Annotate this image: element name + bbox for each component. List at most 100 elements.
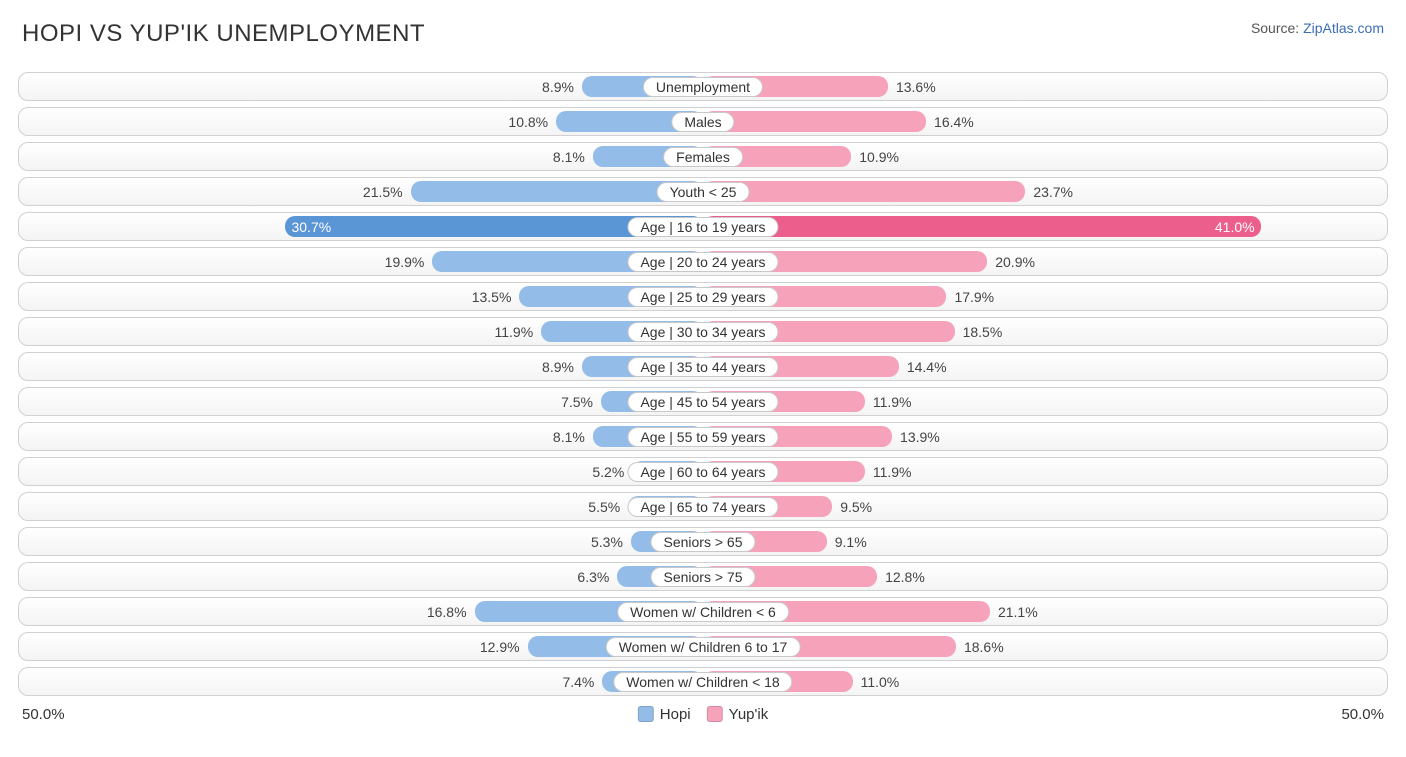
value-label-right: 20.9%	[995, 254, 1035, 270]
value-label-left: 19.9%	[385, 254, 425, 270]
row-category-label: Age | 35 to 44 years	[627, 357, 778, 377]
value-label-right: 13.9%	[900, 429, 940, 445]
chart-row: 6.3%12.8%Seniors > 75	[18, 562, 1388, 591]
legend-swatch-hopi	[638, 706, 654, 722]
chart-title: HOPI VS YUP'IK UNEMPLOYMENT	[22, 20, 425, 48]
row-left-half: 8.1%	[23, 146, 703, 167]
row-right-half: 9.1%	[703, 531, 1383, 552]
row-left-half: 8.1%	[23, 426, 703, 447]
value-label-right: 41.0%	[1215, 219, 1255, 235]
value-label-right: 10.9%	[859, 149, 899, 165]
row-left-half: 10.8%	[23, 111, 703, 132]
value-label-left: 30.7%	[291, 219, 331, 235]
row-category-label: Females	[663, 147, 743, 167]
value-label-left: 12.9%	[480, 639, 520, 655]
value-label-right: 16.4%	[934, 114, 974, 130]
row-category-label: Women w/ Children < 18	[613, 672, 792, 692]
value-label-left: 8.9%	[542, 79, 574, 95]
value-label-right: 14.4%	[907, 359, 947, 375]
value-label-right: 17.9%	[954, 289, 994, 305]
value-label-right: 9.5%	[840, 499, 872, 515]
row-category-label: Age | 45 to 54 years	[627, 392, 778, 412]
row-category-label: Age | 55 to 59 years	[627, 427, 778, 447]
legend-label-hopi: Hopi	[660, 706, 691, 723]
row-right-half: 18.6%	[703, 636, 1383, 657]
row-right-half: 17.9%	[703, 286, 1383, 307]
row-category-label: Age | 30 to 34 years	[627, 322, 778, 342]
chart-header: HOPI VS YUP'IK UNEMPLOYMENT Source: ZipA…	[18, 20, 1388, 48]
value-label-left: 7.4%	[562, 674, 594, 690]
value-label-right: 11.9%	[873, 464, 912, 480]
value-label-left: 21.5%	[363, 184, 403, 200]
legend: Hopi Yup'ik	[638, 706, 768, 723]
chart-row: 8.1% 10.9% Females	[18, 142, 1388, 171]
row-left-half: 8.9%	[23, 76, 703, 97]
row-right-half: 18.5%	[703, 321, 1383, 342]
value-label-right: 12.8%	[885, 569, 925, 585]
row-category-label: Age | 65 to 74 years	[627, 497, 778, 517]
chart-area: 8.9%13.6%Unemployment10.8%16.4%Males8.1%…	[18, 72, 1388, 696]
row-right-half: 21.1%	[703, 601, 1383, 622]
row-left-half: 12.9%	[23, 636, 703, 657]
row-right-half: 10.9%	[703, 146, 1383, 167]
chart-row: 16.8% 21.1% Women w/ Children < 6	[18, 597, 1388, 626]
value-label-left: 16.8%	[427, 604, 467, 620]
row-category-label: Women w/ Children 6 to 17	[606, 637, 801, 657]
row-right-half: 23.7%	[703, 181, 1383, 202]
row-left-half: 21.5%	[23, 181, 703, 202]
bar-right	[703, 111, 926, 132]
row-left-half: 5.2%	[23, 461, 703, 482]
axis-label-left: 50.0%	[22, 706, 65, 723]
chart-row: 5.2%11.9%Age | 60 to 64 years	[18, 457, 1388, 486]
source-prefix: Source:	[1251, 20, 1303, 36]
bar-right: 41.0%	[703, 216, 1261, 237]
row-right-half: 20.9%	[703, 251, 1383, 272]
value-label-right: 11.0%	[861, 674, 900, 690]
chart-source: Source: ZipAtlas.com	[1251, 20, 1384, 36]
row-right-half: 13.6%	[703, 76, 1383, 97]
row-right-half: 11.9%	[703, 461, 1383, 482]
value-label-left: 11.9%	[495, 324, 534, 340]
row-category-label: Women w/ Children < 6	[617, 602, 789, 622]
value-label-right: 23.7%	[1033, 184, 1073, 200]
chart-row: 30.7% 41.0% Age | 16 to 19 years	[18, 212, 1388, 241]
value-label-right: 21.1%	[998, 604, 1038, 620]
chart-row: 5.3%9.1%Seniors > 65	[18, 527, 1388, 556]
value-label-left: 8.1%	[553, 149, 585, 165]
chart-row: 12.9% 18.6%Women w/ Children 6 to 17	[18, 632, 1388, 661]
chart-row: 8.9% 13.6% Unemployment	[18, 72, 1388, 101]
legend-item-yupik: Yup'ik	[707, 706, 769, 723]
row-category-label: Age | 16 to 19 years	[627, 217, 778, 237]
row-right-half: 9.5%	[703, 496, 1383, 517]
row-category-label: Youth < 25	[657, 182, 750, 202]
row-category-label: Age | 25 to 29 years	[627, 287, 778, 307]
legend-swatch-yupik	[707, 706, 723, 722]
row-category-label: Age | 20 to 24 years	[627, 252, 778, 272]
chart-row: 7.4% 11.0% Women w/ Children < 18	[18, 667, 1388, 696]
value-label-left: 8.9%	[542, 359, 574, 375]
row-category-label: Seniors > 65	[651, 532, 756, 552]
row-left-half: 6.3%	[23, 566, 703, 587]
axis-label-right: 50.0%	[1341, 706, 1384, 723]
bar-right	[703, 181, 1025, 202]
row-left-half: 16.8%	[23, 601, 703, 622]
source-link[interactable]: ZipAtlas.com	[1303, 20, 1384, 36]
chart-row: 13.5% 17.9% Age | 25 to 29 years	[18, 282, 1388, 311]
chart-row: 8.9% 14.4% Age | 35 to 44 years	[18, 352, 1388, 381]
row-right-half: 11.0%	[703, 671, 1383, 692]
legend-label-yupik: Yup'ik	[729, 706, 769, 723]
row-left-half: 11.9%	[23, 321, 703, 342]
value-label-left: 13.5%	[472, 289, 512, 305]
chart-row: 10.8%16.4%Males	[18, 107, 1388, 136]
chart-row: 21.5% 23.7% Youth < 25	[18, 177, 1388, 206]
value-label-left: 8.1%	[553, 429, 585, 445]
value-label-right: 13.6%	[896, 79, 936, 95]
value-label-right: 18.5%	[963, 324, 1003, 340]
row-left-half: 7.4%	[23, 671, 703, 692]
row-left-half: 30.7%	[23, 216, 703, 237]
row-right-half: 14.4%	[703, 356, 1383, 377]
row-category-label: Unemployment	[643, 77, 763, 97]
row-right-half: 13.9%	[703, 426, 1383, 447]
row-left-half: 8.9%	[23, 356, 703, 377]
value-label-left: 10.8%	[508, 114, 548, 130]
